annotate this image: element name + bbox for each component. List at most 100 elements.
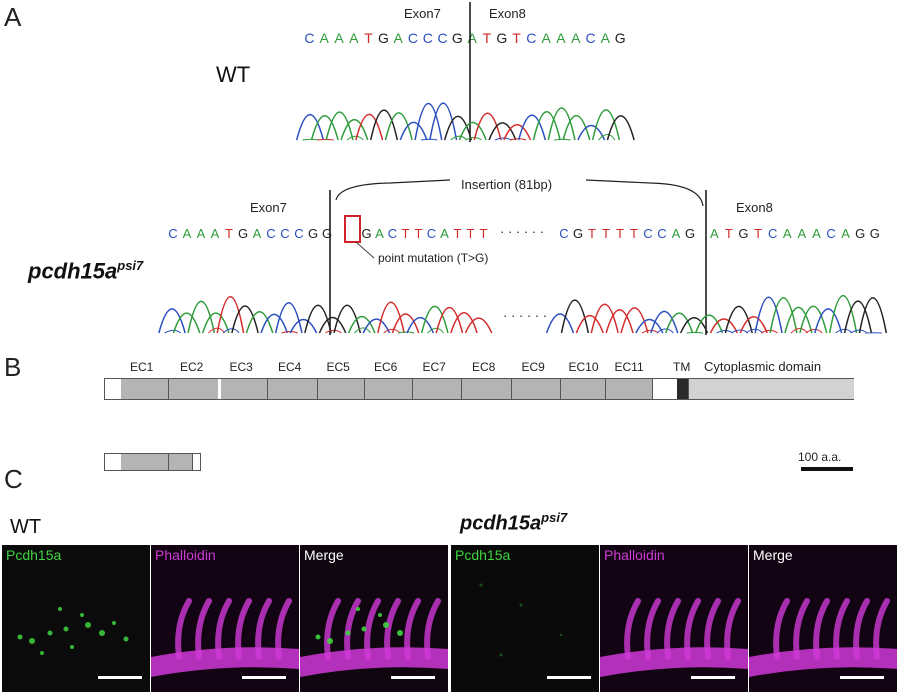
wt-minor-peak-14 — [509, 138, 527, 141]
mut-ins-base-6: C — [643, 226, 653, 241]
insertion-bracket-left — [335, 179, 451, 201]
mut-left-base-6: A — [252, 226, 262, 241]
mut-merge-image: Merge — [749, 545, 897, 692]
domain-ec7 — [413, 379, 462, 399]
mut-a-peak-8 — [274, 302, 303, 334]
mut-phalloidin-bundle-5 — [724, 598, 741, 660]
mut-phalloidin-bundle-0 — [624, 598, 641, 660]
mut-right-base-1: T — [724, 226, 733, 241]
mut-phalloidin-label: Phalloidin — [604, 547, 665, 563]
mut-right-base-6: A — [797, 226, 807, 241]
wt-merge-bundle-4 — [404, 598, 421, 660]
mut-b-minor-peak-11 — [716, 329, 734, 334]
wt-minor-peak-3 — [346, 135, 364, 141]
wt-peak-6 — [384, 112, 413, 141]
domain-ec9 — [512, 379, 561, 399]
wt-peak-12 — [473, 112, 502, 141]
wt-phalloidin-bundle-1 — [195, 598, 212, 660]
mut-right-base-3: T — [754, 226, 763, 241]
domain-label-ec1: EC1 — [130, 360, 154, 374]
domain-label-ec5: EC5 — [326, 360, 350, 374]
mut-right-base-7: A — [812, 226, 821, 241]
insertion-bracket-right — [585, 179, 704, 207]
wt-merge-puncta-2 — [345, 630, 351, 636]
mut-a-peak-2 — [187, 300, 216, 334]
mut-pcdh15a-label: Pcdh15a — [455, 547, 511, 563]
wt-seq-base-1: A — [319, 30, 329, 46]
mut-b-minor-peak-13 — [745, 328, 764, 334]
mut-ins-base-2: T — [588, 226, 596, 241]
wt-peak-19 — [577, 124, 606, 141]
wt-seq-base-16: A — [541, 30, 551, 46]
wt-minor-peak-17 — [554, 138, 571, 141]
mut-merge-bundle-3 — [833, 598, 850, 660]
mut-a-minor-peak-4 — [222, 328, 240, 334]
panel-label-c: C — [4, 464, 23, 494]
truncated-protein-bar — [104, 453, 201, 471]
mut-phalloidin-scale-bar — [691, 676, 735, 679]
mut-mid-base-6: A — [440, 226, 449, 241]
wt-merge-puncta-0 — [315, 634, 321, 640]
wt-minor-peak-0 — [302, 138, 319, 141]
domain-label-ec9: EC9 — [521, 360, 545, 374]
wt-puncta-6 — [85, 622, 91, 628]
mut-ins-base-1: G — [572, 226, 584, 241]
mut-merge-label: Merge — [753, 547, 793, 563]
wt-merge-puncta-4 — [361, 626, 367, 632]
wt-seq-base-7: C — [407, 30, 419, 46]
mut-b-peak-1 — [560, 299, 590, 334]
wt-peak-5 — [369, 109, 399, 141]
mut-b-minor-peak-7 — [656, 328, 674, 334]
mut-left-base-1: A — [182, 226, 192, 241]
wt-phalloidin-label: Phalloidin — [155, 547, 216, 563]
wt-puncta-7 — [99, 630, 105, 636]
wt-chromatogram — [296, 2, 635, 142]
wt-minor-peak-10 — [450, 135, 468, 141]
mut-b-minor-peak-20 — [850, 329, 868, 334]
mut-mid-base-7: T — [453, 226, 462, 241]
mut-b-minor-peak-17 — [805, 328, 823, 334]
wt-merge-bundle-0 — [324, 598, 341, 660]
wt-seq-base-6: A — [393, 30, 403, 46]
wt-seq-base-20: A — [600, 30, 610, 46]
mut-ins-base-4: T — [616, 226, 624, 241]
wt-phalloidin-bundle-0 — [175, 598, 192, 660]
seq-ellipsis: · · · · · · — [500, 224, 545, 239]
mut-right-base-8: C — [826, 226, 836, 241]
wt-seq-base-8: C — [422, 30, 433, 46]
mut-right-base-5: A — [782, 226, 792, 241]
mut-phalloidin-bundle-3 — [684, 598, 701, 660]
domain-label-ec7: EC7 — [422, 360, 446, 374]
wt-peak-0 — [296, 114, 325, 141]
mut-left-base-8: C — [280, 226, 290, 241]
wt-exon8-label: Exon8 — [489, 6, 526, 21]
mut-a-peak-9 — [289, 318, 318, 334]
mut-a-minor-peak-15 — [383, 328, 401, 334]
mut-pcdh15a-scale-bar — [547, 676, 591, 679]
tm-domain — [677, 379, 689, 399]
wt-peak-9 — [429, 102, 458, 141]
wt-merge-puncta-3 — [356, 607, 360, 611]
wt-peak-8 — [414, 103, 443, 141]
domain-label-ec8: EC8 — [472, 360, 496, 374]
wt-peak-2 — [325, 111, 354, 141]
domain-label-ec11: EC11 — [614, 360, 644, 374]
mut-a-minor-peak-16 — [398, 331, 415, 334]
mut-b-peak-13 — [739, 316, 768, 334]
mut-mid-base-4: T — [414, 226, 423, 241]
mut-b-peak-20 — [843, 300, 873, 334]
truncated-ec2 — [169, 454, 193, 470]
wt-exon7-label: Exon7 — [404, 6, 441, 21]
domain-ec2 — [169, 379, 221, 399]
mut-a-minor-peak-3 — [208, 327, 225, 334]
wt-merge-puncta-6 — [383, 622, 389, 628]
mut-faint-1 — [519, 603, 523, 607]
wt-puncta-0 — [17, 634, 23, 640]
wt-puncta-4 — [63, 626, 69, 632]
wt-seq-base-10: G — [451, 30, 463, 46]
mut-phalloidin-cuticular-plate — [600, 647, 748, 677]
mutant-genotype-sup: psi7 — [117, 258, 144, 273]
wt-minor-peak-8 — [420, 138, 438, 141]
